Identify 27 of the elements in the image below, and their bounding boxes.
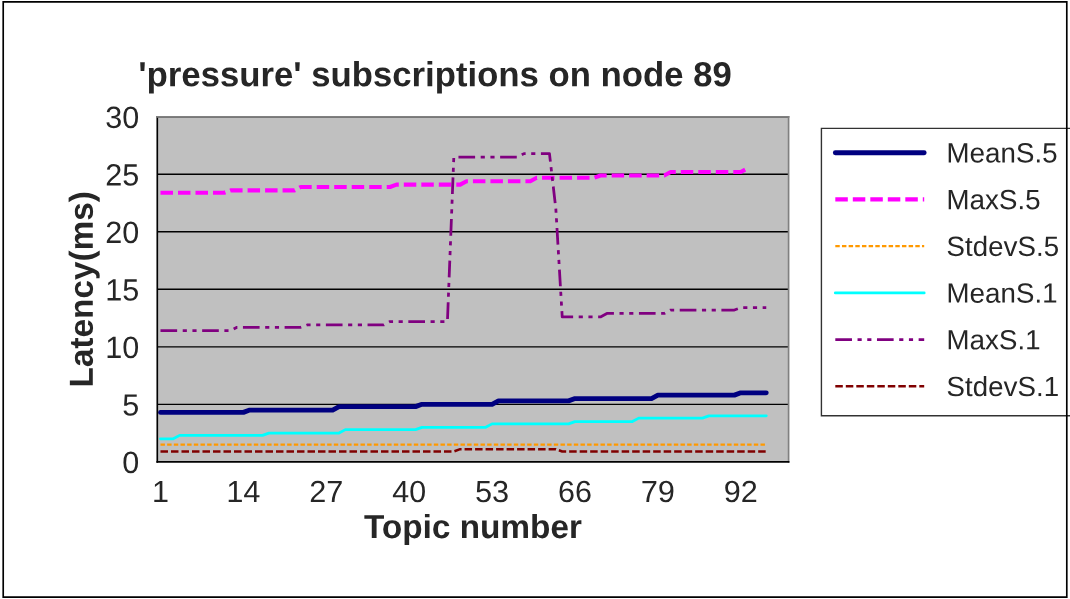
line-series xyxy=(158,390,769,415)
legend-label: MeanS.5 xyxy=(948,143,1057,163)
x-tick-label: 14 xyxy=(228,481,260,503)
legend-label: MaxS.5 xyxy=(948,189,1040,210)
line-series xyxy=(159,414,768,441)
y-tick-label: 15 xyxy=(107,279,138,301)
chart-title: 'pressure' subscriptions on node 89 xyxy=(140,61,731,94)
y-tick-label: 25 xyxy=(106,164,138,186)
x-tick-label: 92 xyxy=(725,480,757,503)
y-tick-label: 5 xyxy=(123,394,138,416)
x-tick-label: 27 xyxy=(310,480,342,503)
x-tick-label: 53 xyxy=(476,480,508,503)
y-tick-label: 20 xyxy=(106,221,139,244)
legend-label: MaxS.1 xyxy=(948,329,1040,350)
y-tick-label: 0 xyxy=(123,451,139,474)
y-axis-title: Latency(ms) xyxy=(68,192,100,386)
x-tick-label: 79 xyxy=(642,480,674,503)
line-series xyxy=(159,152,768,333)
y-tick-label: 30 xyxy=(106,106,139,129)
legend-label: StdevS.1 xyxy=(947,375,1058,397)
x-tick-label: 1 xyxy=(154,481,168,503)
x-tick-label: 66 xyxy=(559,480,591,503)
x-tick-label: 40 xyxy=(392,480,425,503)
y-tick-label: 10 xyxy=(107,336,139,359)
legend-label: MeanS.1 xyxy=(948,283,1057,303)
legend-label: StdevS.5 xyxy=(947,235,1058,257)
x-axis-title: Topic number xyxy=(364,513,582,545)
